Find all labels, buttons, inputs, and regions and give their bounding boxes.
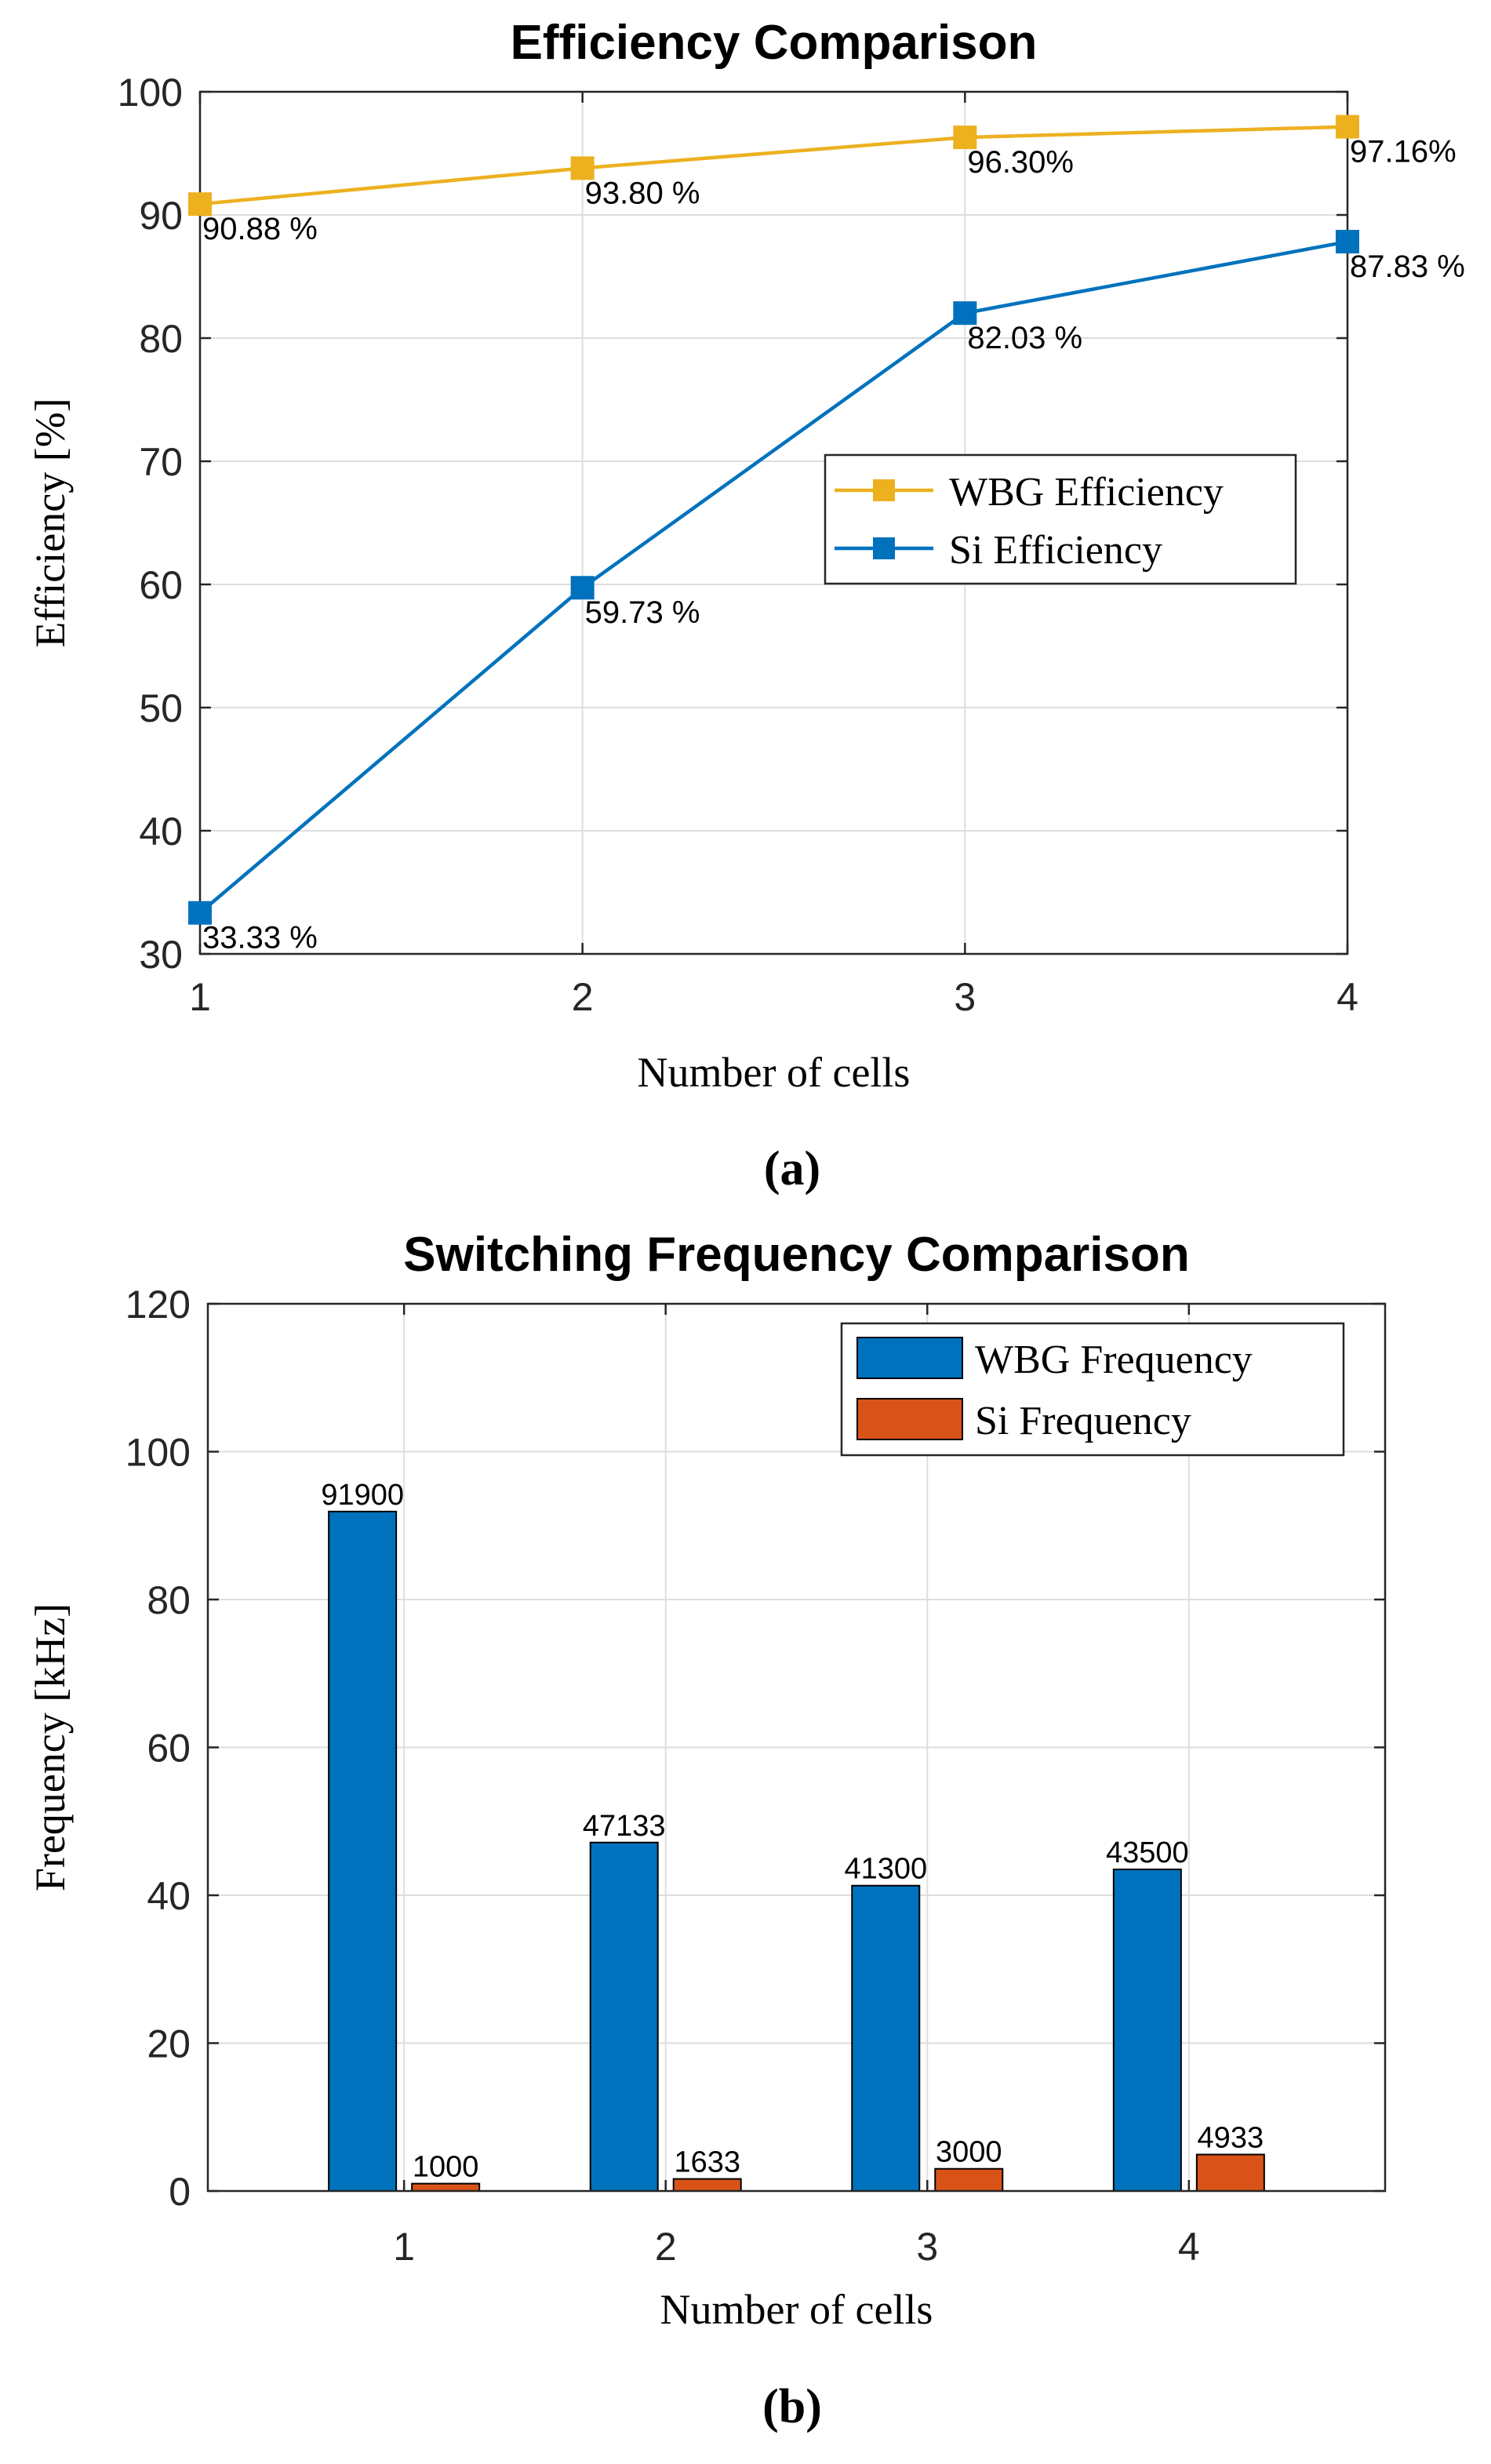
data-point-marker — [188, 901, 212, 925]
y-tick-label: 100 — [118, 71, 183, 115]
data-point-marker — [570, 576, 595, 600]
x-axis-label: Number of cells — [660, 2286, 933, 2333]
bar-wbg — [328, 1510, 398, 2192]
data-point-marker — [1336, 115, 1359, 139]
legend-swatch-marker — [873, 537, 895, 559]
bar-wbg — [851, 1884, 921, 2193]
y-tick-label: 20 — [147, 2022, 191, 2066]
data-label: 59.73 % — [585, 595, 700, 630]
x-tick-label: 4 — [1336, 975, 1358, 1019]
data-label: 33.33 % — [202, 921, 318, 955]
data-label: 1633 — [674, 2146, 740, 2179]
bar-wbg — [1112, 1869, 1182, 2192]
bar-wbg — [589, 1841, 659, 2192]
y-tick-label: 80 — [139, 317, 183, 361]
legend-entry: Si Frequency — [975, 1399, 1191, 1443]
data-point-marker — [188, 192, 212, 217]
data-label: 4933 — [1198, 2122, 1264, 2155]
y-tick-label: 100 — [125, 1431, 191, 1475]
bar-si — [411, 2182, 481, 2192]
data-label: 82.03 % — [967, 321, 1082, 355]
legend-frame — [824, 453, 1297, 585]
data-point-marker — [570, 156, 595, 180]
frequency-chart: 91900 47133 41300 43500 1000 1633 3000 4933 0 20 4… — [27, 1228, 1387, 2433]
x-tick-label: 2 — [572, 975, 594, 1019]
y-tick-label: 80 — [147, 1578, 191, 1622]
legend: WBG Efficiency Si Efficiency — [824, 453, 1297, 585]
data-label: 41300 — [844, 1853, 927, 1886]
data-label: 87.83 % — [1350, 249, 1465, 284]
data-label: 47133 — [583, 1810, 666, 1843]
y-tick-label: 60 — [139, 563, 183, 607]
efficiency-chart: 30 40 50 60 70 80 90 100 1 2 3 4 Efficiency Comparis… — [27, 16, 1465, 1196]
y-tick-label: 90 — [139, 194, 183, 238]
y-tick-label: 30 — [139, 933, 183, 977]
legend-entry: WBG Efficiency — [949, 470, 1224, 515]
data-point-marker — [1336, 230, 1359, 254]
y-tick-label: 60 — [147, 1727, 191, 1771]
x-tick-label: 1 — [393, 2225, 415, 2269]
legend-swatch-marker — [873, 479, 895, 501]
legend-swatch — [856, 1337, 963, 1379]
y-tick-label: 70 — [139, 440, 183, 484]
x-tick-label: 2 — [655, 2225, 677, 2269]
data-label: 96.30% — [967, 145, 1074, 180]
data-label: 97.16% — [1350, 135, 1456, 169]
data-label: 43500 — [1106, 1836, 1189, 1869]
x-tick-label: 3 — [954, 975, 976, 1019]
y-tick-label: 120 — [125, 1283, 191, 1327]
plot-area-frame — [198, 90, 1349, 955]
data-label: 93.80 % — [585, 176, 700, 210]
data-point-marker — [953, 301, 977, 326]
legend-swatch — [856, 1398, 963, 1440]
y-axis-label: Efficiency [%] — [27, 398, 74, 647]
series-line-wbg — [199, 125, 1348, 206]
legend-entry: Si Efficiency — [949, 528, 1162, 573]
data-label: 3000 — [936, 2136, 1002, 2169]
data-label: 1000 — [413, 2151, 479, 2184]
chart-title: Efficiency Comparison — [511, 16, 1038, 70]
data-label: 90.88 % — [202, 212, 318, 246]
y-tick-label: 0 — [169, 2170, 191, 2214]
x-tick-label: 4 — [1178, 2225, 1200, 2269]
x-tick-label: 3 — [916, 2225, 938, 2269]
x-tick-label: 1 — [189, 975, 211, 1019]
y-tick-label: 50 — [139, 686, 183, 730]
series-line-si — [198, 239, 1348, 915]
y-tick-label: 40 — [139, 810, 183, 853]
panel-label-b: (b) — [762, 2380, 822, 2433]
y-tick-label: 40 — [147, 1874, 191, 1918]
legend: WBG Frequency Si Frequency — [840, 1322, 1345, 1457]
panel-label-a: (a) — [764, 1142, 820, 1196]
y-axis-label: Frequency [kHz] — [27, 1603, 74, 1891]
x-axis-label: Number of cells — [638, 1049, 911, 1096]
chart-title: Switching Frequency Comparison — [403, 1228, 1189, 1282]
legend-entry: WBG Frequency — [975, 1338, 1253, 1382]
bar-si — [672, 2178, 742, 2192]
bar-si — [934, 2167, 1004, 2193]
data-point-marker — [953, 126, 977, 150]
data-label: 91900 — [321, 1479, 404, 1512]
bar-si — [1195, 2153, 1265, 2193]
